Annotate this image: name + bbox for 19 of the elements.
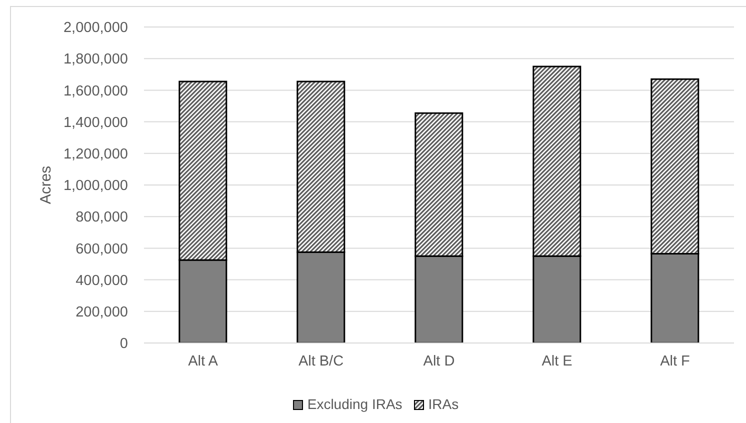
- y-tick-label: 0: [120, 336, 128, 352]
- y-tick-label: 800,000: [76, 210, 128, 226]
- y-tick-label: 1,600,000: [63, 83, 128, 100]
- y-tick-label: 1,000,000: [63, 178, 128, 194]
- y-tick-label: 1,400,000: [63, 114, 128, 131]
- y-tick-label: 1,800,000: [63, 52, 128, 68]
- x-tick-label: Alt F: [660, 353, 690, 370]
- x-tick-label: Alt B/C: [298, 353, 344, 370]
- y-tick-label: 200,000: [76, 304, 128, 321]
- legend-label: Excluding IRAs: [307, 396, 402, 412]
- y-axis-title: Acres: [37, 166, 54, 204]
- x-tick-label: Alt A: [188, 353, 218, 370]
- x-tick-label: Alt D: [423, 353, 455, 370]
- y-tick-label: 1,200,000: [63, 146, 128, 163]
- y-tick-label: 600,000: [76, 241, 128, 258]
- legend-label: IRAs: [428, 396, 459, 412]
- y-tick-label: 2,000,000: [63, 20, 128, 36]
- y-tick-label: 400,000: [76, 272, 128, 289]
- x-tick-label: Alt E: [542, 353, 573, 370]
